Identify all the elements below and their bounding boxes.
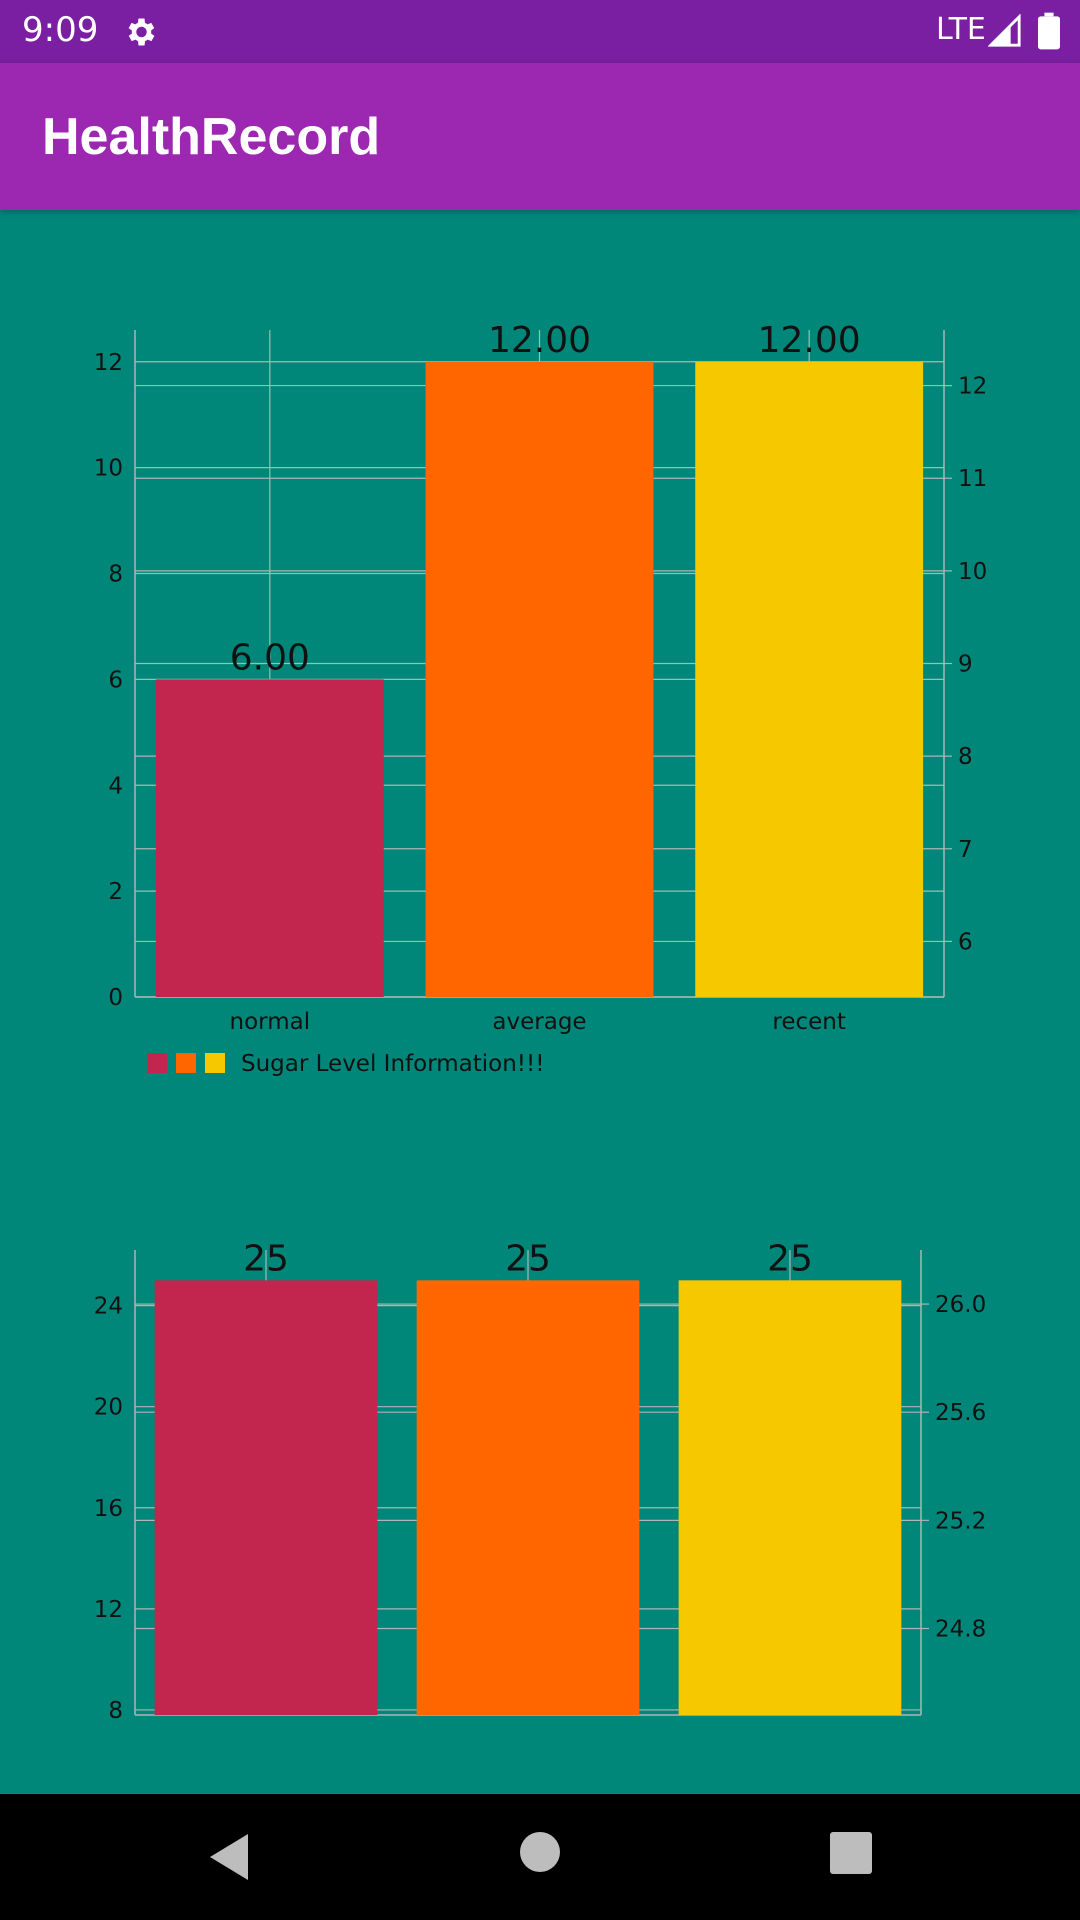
data-label: 25 (243, 1238, 289, 1279)
x-tick-label: recent (772, 1009, 846, 1035)
second-bar-chart: 25 25 25 8 12 16 20 24 24.8 25.2 25.6 26.0 (94, 1238, 987, 1724)
app-title: HealthRecord (42, 108, 381, 166)
bar-bar0 (154, 1280, 378, 1715)
battery-icon (1038, 12, 1060, 50)
x-tick-label: normal (230, 1009, 311, 1035)
x-tick-label: average (492, 1009, 586, 1035)
home-icon[interactable] (520, 1832, 560, 1872)
left-tick-label: 24 (94, 1294, 123, 1320)
sugar-level-chart: 6.00 normal 12.00 average 12.00 recent 0 2 4 6 8 10… (94, 320, 988, 1077)
data-label: 12.00 (488, 320, 591, 361)
left-tick-label: 4 (108, 773, 123, 799)
left-tick-label: 6 (108, 667, 123, 693)
right-tick-label: 25.6 (935, 1400, 986, 1426)
left-tick-label: 8 (108, 562, 123, 588)
right-tick-label: 7 (958, 837, 973, 863)
left-tick-label: 2 (108, 879, 123, 905)
legend-swatch (147, 1053, 167, 1073)
data-label: 25 (767, 1238, 813, 1279)
bar-normal (155, 679, 384, 997)
network-type: LTE (936, 12, 986, 47)
app-bar: HealthRecord (0, 63, 1080, 210)
data-label: 25 (505, 1238, 551, 1279)
right-tick-label: 26.0 (935, 1292, 986, 1318)
left-tick-label: 0 (108, 985, 123, 1011)
recents-icon[interactable] (830, 1832, 872, 1874)
legend-swatch (176, 1053, 196, 1073)
right-tick-label: 9 (958, 652, 973, 678)
left-tick-label: 12 (94, 350, 123, 376)
navigation-bar (0, 1794, 1080, 1920)
data-label: 12.00 (758, 320, 861, 361)
signal-icon (988, 14, 1021, 47)
left-tick-label: 20 (94, 1395, 123, 1421)
right-tick-label: 8 (958, 744, 973, 770)
right-tick-label: 11 (958, 466, 987, 492)
legend-swatch (205, 1053, 225, 1073)
left-tick-label: 10 (94, 456, 123, 482)
bar-average (425, 361, 654, 997)
legend-label: Sugar Level Information!!! (241, 1051, 544, 1077)
back-icon[interactable] (204, 1830, 254, 1884)
left-tick-label: 12 (94, 1597, 123, 1623)
status-bar: 9:09 LTE (0, 0, 1080, 63)
left-tick-label: 16 (94, 1496, 123, 1522)
right-tick-label: 10 (958, 559, 987, 585)
right-tick-label: 24.8 (935, 1616, 986, 1642)
bar-bar1 (416, 1280, 640, 1715)
left-tick-label: 8 (108, 1698, 123, 1724)
bar-bar2 (678, 1280, 902, 1715)
settings-gear-icon (128, 18, 155, 46)
right-tick-label: 6 (958, 929, 973, 955)
right-tick-label: 25.2 (935, 1508, 986, 1534)
data-label: 6.00 (230, 637, 310, 678)
bar-recent (695, 361, 924, 997)
right-tick-label: 12 (958, 374, 987, 400)
status-time: 9:09 (22, 10, 99, 50)
